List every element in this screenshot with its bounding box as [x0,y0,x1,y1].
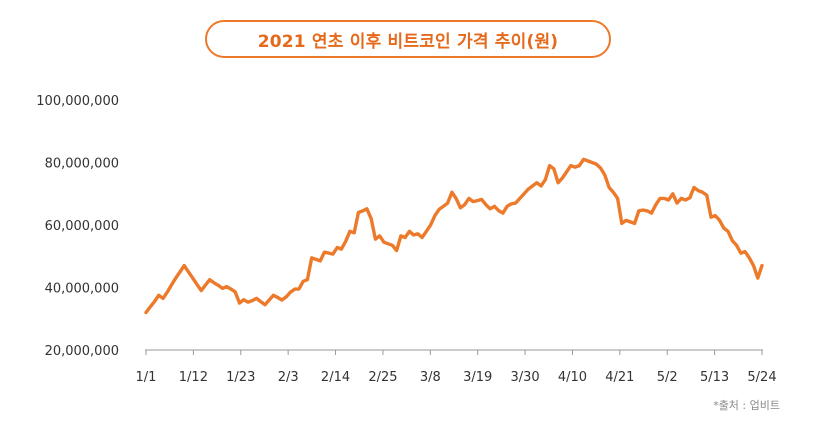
x-tick-label: 1/23 [226,370,255,385]
x-axis: 1/1 1/12 1/23 2/3 2/14 2/25 3/8 3/19 3/30 4/10 4/2… [136,350,777,385]
source-note: *출처 : 업비트 [713,399,780,412]
x-tick-label: 4/21 [605,370,634,385]
x-tick-label: 3/8 [420,370,441,385]
x-tick-label: 1/1 [136,370,157,385]
x-tick-label: 5/24 [747,370,776,385]
y-tick-label: 60,000,000 [45,219,119,234]
y-tick-label: 20,000,000 [45,344,119,359]
y-tick-label: 100,000,000 [36,94,119,109]
x-tick-label: 4/10 [558,370,587,385]
x-tick-label: 3/19 [463,370,492,385]
x-tick-label: 5/2 [657,370,678,385]
x-tick-label: 1/12 [179,370,208,385]
x-tick-label: 3/30 [510,370,539,385]
x-tick-label: 2/3 [278,370,299,385]
y-axis: 100,000,000 80,000,000 60,000,000 40,000,00… [36,94,119,359]
chart-title: 2021 연초 이후 비트코인 가격 추이(원) [205,20,611,58]
y-tick-label: 80,000,000 [45,157,119,172]
x-tick-label: 2/14 [321,370,350,385]
x-tick-label: 2/25 [368,370,397,385]
y-tick-label: 40,000,000 [45,282,119,297]
series-line-price [144,157,764,315]
x-tick-label: 5/13 [700,370,729,385]
